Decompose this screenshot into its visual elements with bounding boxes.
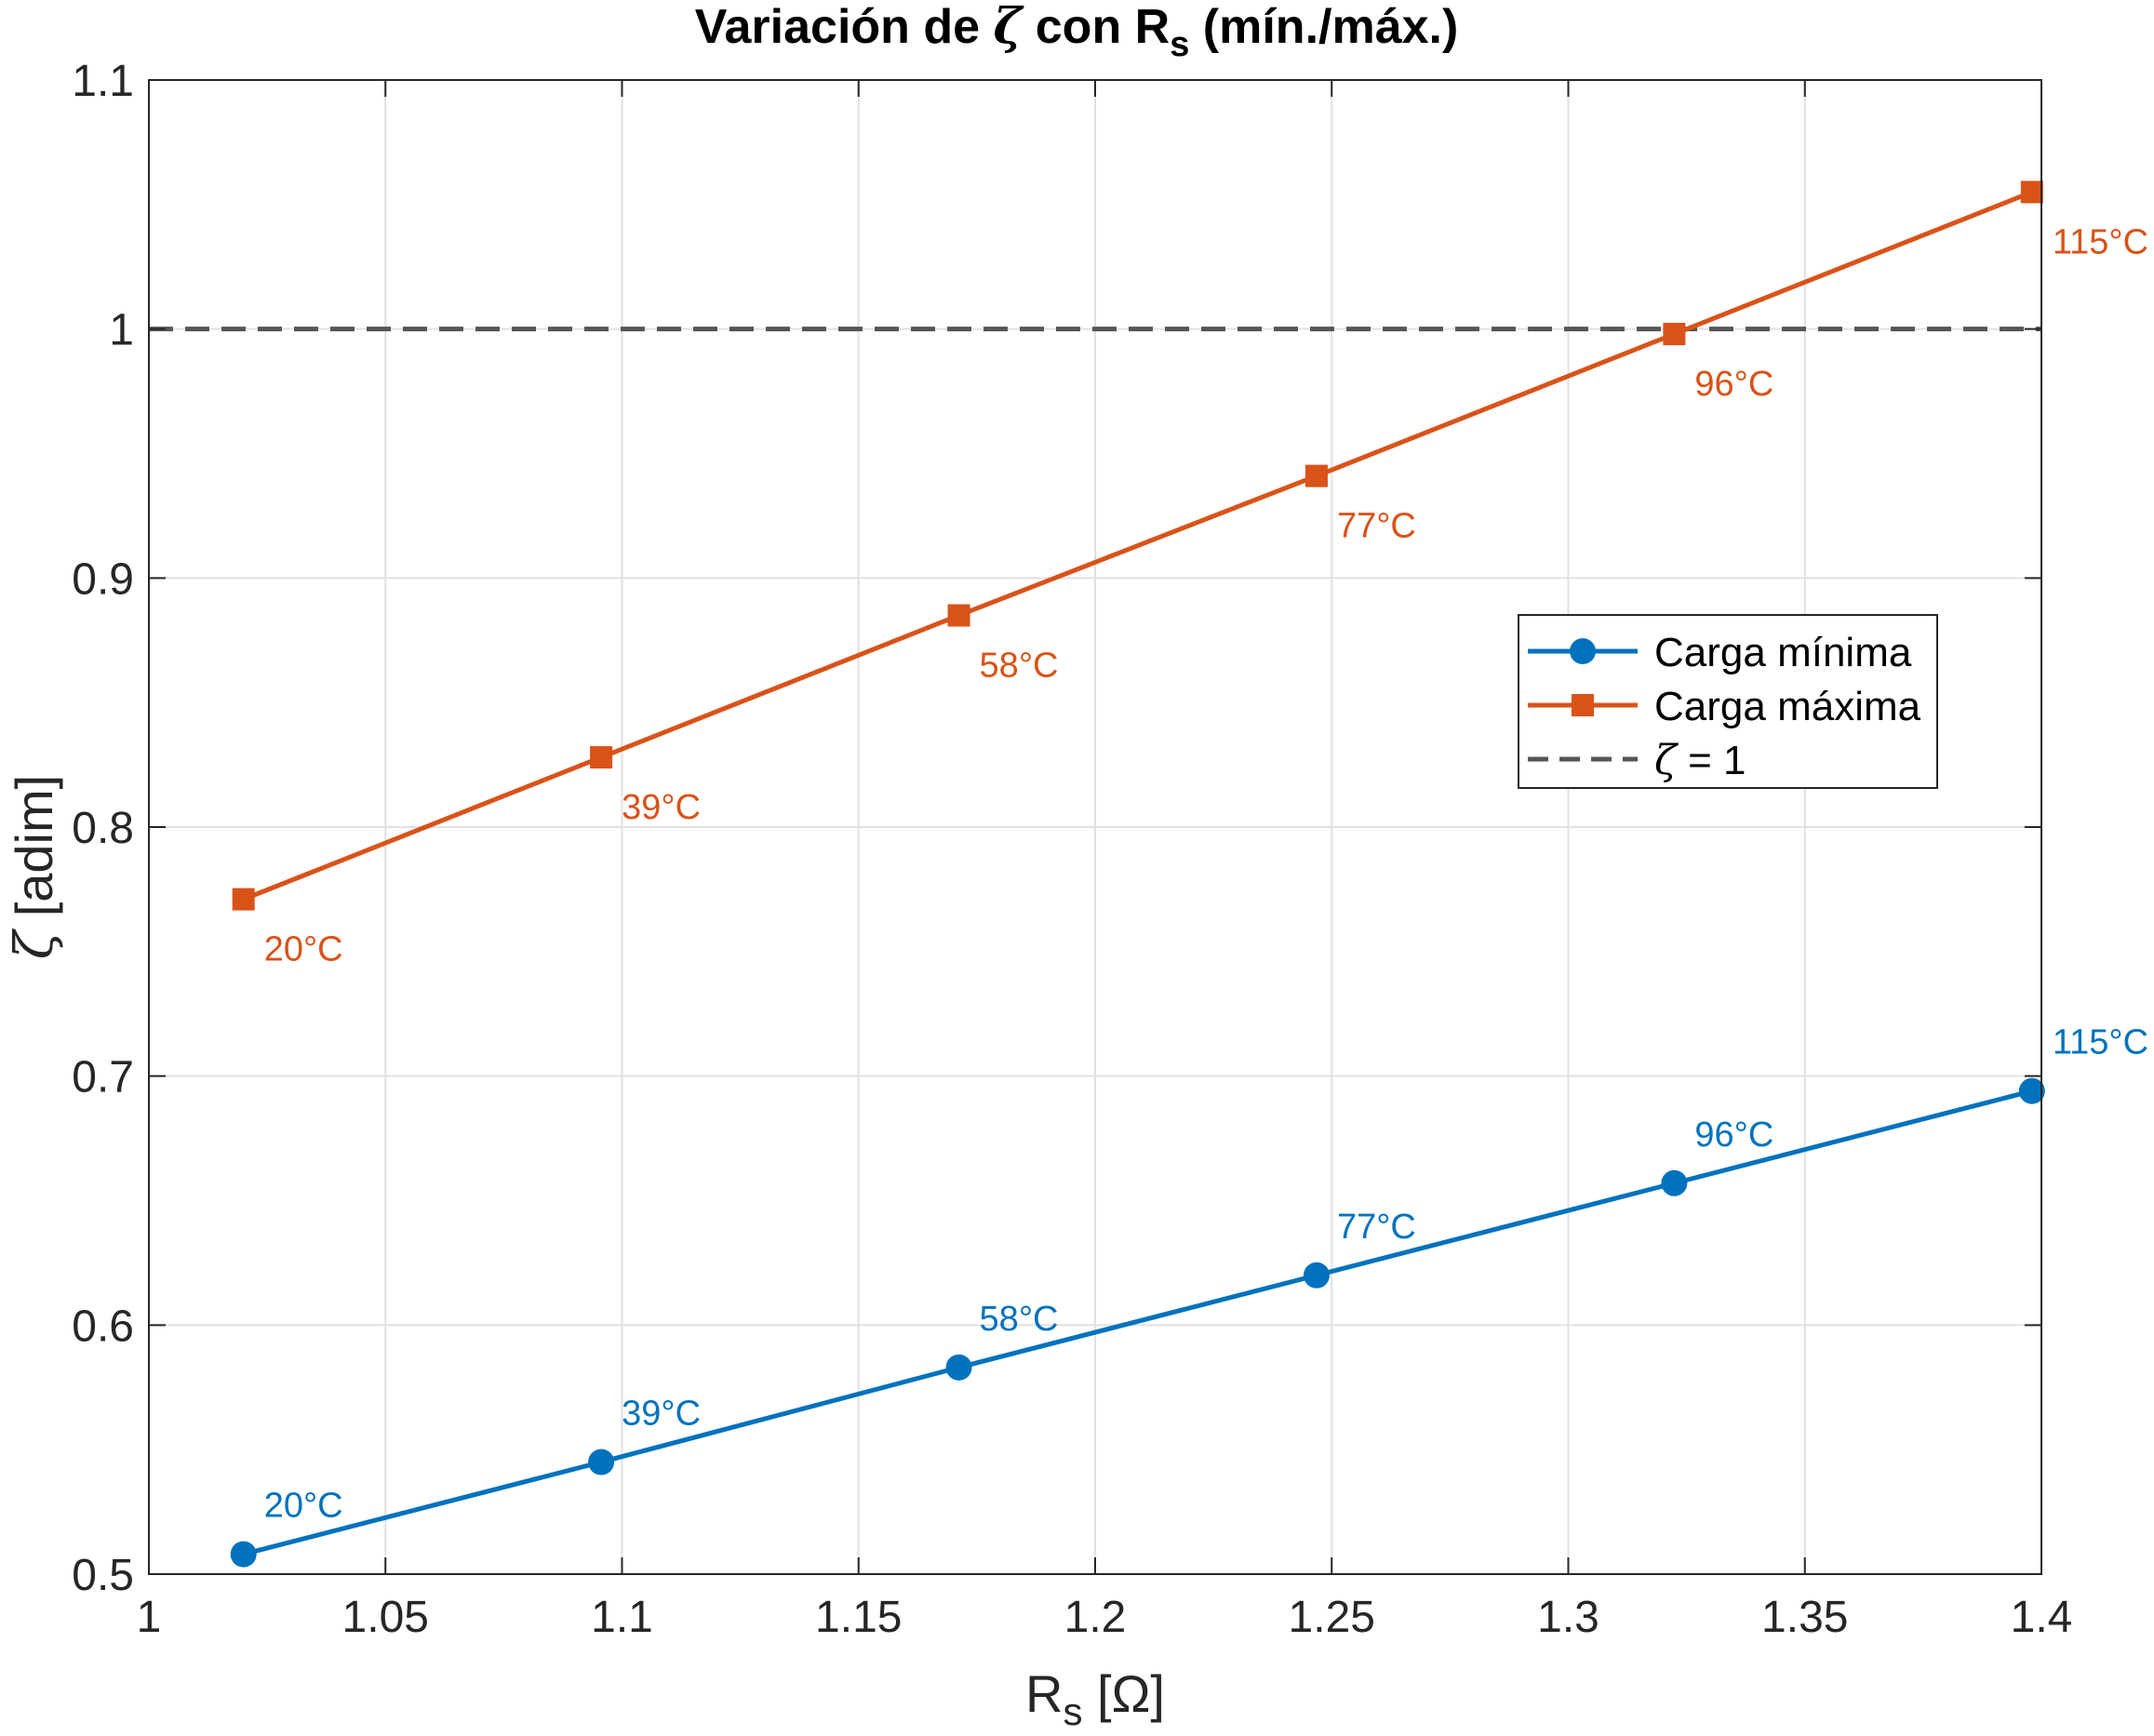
series-line-1 bbox=[242, 190, 2033, 901]
temperature-label-1: 96°C bbox=[1694, 365, 1773, 404]
series-layer bbox=[230, 180, 2045, 1568]
legend-label-min: Carga mínima bbox=[1654, 630, 1912, 675]
legend: Carga mínima Carga máxima ζ = 1 bbox=[1518, 614, 1938, 789]
temperature-label-0: 115°C bbox=[2053, 1023, 2148, 1062]
data-point-1 bbox=[232, 888, 255, 911]
data-point-0 bbox=[945, 1354, 972, 1381]
temperature-label-1: 39°C bbox=[622, 788, 701, 827]
temperature-label-1: 20°C bbox=[264, 930, 343, 969]
y-tick-label: 0.7 bbox=[72, 1053, 134, 1102]
series-line-0 bbox=[243, 1088, 2033, 1557]
y-axis-label-text: [adim] bbox=[5, 775, 63, 931]
x-tick-label: 1.4 bbox=[2011, 1593, 2073, 1642]
data-point-0 bbox=[588, 1449, 615, 1476]
legend-label-ref: ζ = 1 bbox=[1654, 737, 1746, 784]
x-tick-label: 1.1 bbox=[591, 1593, 653, 1642]
data-point-0 bbox=[2018, 1077, 2045, 1104]
x-tick-label: 1.35 bbox=[1761, 1593, 1848, 1642]
title-suffix: (mín./máx.) bbox=[1189, 0, 1458, 54]
chart-title: Variación de ζ con Rs (mín./máx.) bbox=[695, 0, 1459, 64]
temperature-label-1: 58°C bbox=[980, 646, 1059, 685]
data-point-1 bbox=[590, 746, 613, 769]
data-point-1 bbox=[947, 604, 970, 627]
y-axis-label-symbol: ζ bbox=[5, 928, 65, 959]
y-tick-label: 1 bbox=[109, 306, 134, 355]
x-axis-label-unit: [Ω] bbox=[1082, 1664, 1165, 1723]
legend-ref-symbol: ζ bbox=[1654, 737, 1679, 784]
y-tick-label: 0.8 bbox=[72, 804, 134, 853]
temperature-label-0: 96°C bbox=[1694, 1115, 1773, 1155]
x-tick-label: 1.05 bbox=[342, 1593, 429, 1642]
legend-marker-max bbox=[1572, 694, 1594, 716]
legend-marker-min bbox=[1570, 638, 1596, 664]
x-tick-label: 1.15 bbox=[815, 1593, 902, 1642]
data-point-1 bbox=[1663, 323, 1686, 346]
x-tick-label: 1.25 bbox=[1289, 1593, 1375, 1642]
x-tick-label: 1 bbox=[137, 1593, 162, 1642]
temperature-label-0: 39°C bbox=[622, 1395, 701, 1434]
x-axis-label: Rs [Ω] bbox=[1025, 1664, 1165, 1733]
x-axis-label-main: R bbox=[1025, 1664, 1063, 1723]
temperature-label-0: 58°C bbox=[980, 1300, 1059, 1339]
temperature-label-1: 115°C bbox=[2053, 222, 2148, 261]
y-axis-label: ζ [adim] bbox=[5, 775, 65, 959]
grid-layer bbox=[148, 79, 2042, 1575]
data-point-0 bbox=[1303, 1262, 1330, 1289]
title-symbol: ζ bbox=[994, 0, 1025, 55]
x-tick-label: 1.3 bbox=[1537, 1593, 1599, 1642]
point-label-layer: 20°C 39°C 58°C 77°C 96°C 115°C 20°C 39°C 58°C 77°… bbox=[264, 222, 2148, 1525]
axes-layer bbox=[148, 79, 2042, 1575]
tick-label-layer: 1 1.05 1.1 1.15 1.2 1.25 1.3 1.35 1.4 0.5 0.6 0.7 0.… bbox=[72, 57, 2072, 1642]
data-point-1 bbox=[2020, 180, 2043, 204]
y-tick-label: 0.9 bbox=[72, 554, 134, 604]
temperature-label-0: 20°C bbox=[264, 1487, 343, 1526]
legend-label-max: Carga máxima bbox=[1654, 684, 1921, 729]
title-middle: con R bbox=[1022, 0, 1170, 54]
data-point-0 bbox=[1661, 1169, 1688, 1196]
title-prefix: Variación de bbox=[695, 0, 994, 54]
title-subscript: s bbox=[1170, 25, 1189, 64]
temperature-label-0: 77°C bbox=[1337, 1208, 1416, 1247]
y-tick-label: 0.5 bbox=[72, 1551, 134, 1600]
legend-ref-text: = 1 bbox=[1677, 738, 1746, 783]
x-axis-label-subscript: s bbox=[1063, 1689, 1082, 1733]
y-tick-label: 1.1 bbox=[72, 57, 134, 106]
data-point-1 bbox=[1304, 464, 1328, 487]
x-tick-label: 1.2 bbox=[1064, 1593, 1127, 1642]
temperature-label-1: 77°C bbox=[1337, 507, 1416, 546]
data-point-0 bbox=[230, 1541, 257, 1568]
y-tick-label: 0.6 bbox=[72, 1302, 134, 1351]
